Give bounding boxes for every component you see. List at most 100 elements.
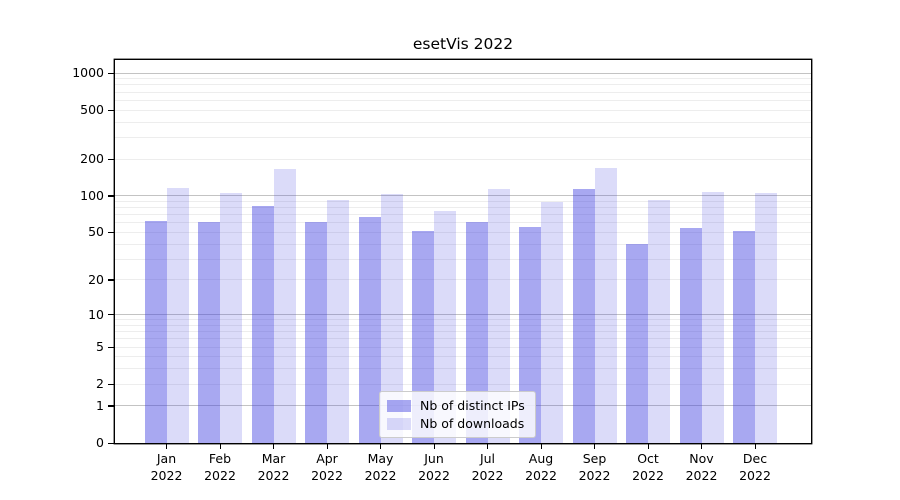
bar-nb-of-downloads-dec: [755, 193, 777, 443]
x-axis-tick: [219, 444, 221, 449]
bar-nb-of-downloads-aug: [541, 201, 563, 443]
x-axis-tick-label: May 2022: [364, 451, 397, 483]
minor-gridline: [115, 324, 811, 326]
bar-nb-of-distinct-ips-jun: [412, 231, 434, 443]
minor-gridline: [115, 331, 811, 333]
y-axis-tick-label: 1000: [72, 65, 104, 81]
x-axis-tick: [380, 444, 382, 449]
x-axis-tick: [647, 444, 649, 449]
x-axis-tick: [701, 444, 703, 449]
y-axis-tick-label: 5: [96, 339, 104, 355]
y-axis-tick: [108, 405, 114, 407]
minor-gridline: [115, 243, 811, 245]
bar-nb-of-downloads-apr: [327, 200, 349, 443]
y-axis-tick: [108, 346, 114, 348]
bar-nb-of-distinct-ips-may: [358, 217, 381, 443]
major-gridline: [115, 314, 811, 316]
minor-gridline: [115, 258, 811, 260]
legend: Nb of distinct IPs Nb of downloads: [379, 391, 536, 438]
minor-gridline: [115, 383, 811, 385]
y-axis-tick-label: 0: [96, 435, 104, 450]
y-axis-tick-label: 50: [88, 224, 104, 240]
y-axis-tick: [108, 442, 114, 444]
minor-gridline: [115, 214, 811, 216]
x-axis-tick-label: Apr 2022: [311, 451, 343, 483]
x-axis-tick-label: Jun 2022: [418, 451, 450, 483]
bar-nb-of-downloads-jun: [434, 211, 456, 443]
x-axis-tick-label: Sep 2022: [578, 451, 611, 483]
minor-gridline: [115, 200, 811, 202]
minor-gridline: [115, 231, 811, 233]
legend-label: Nb of downloads: [420, 416, 525, 431]
minor-gridline: [115, 222, 811, 224]
bar-nb-of-distinct-ips-mar: [251, 206, 274, 443]
x-axis-tick-label: Nov 2022: [685, 451, 718, 483]
legend-label: Nb of distinct IPs: [420, 398, 525, 413]
y-axis-tick: [108, 314, 114, 316]
minor-gridline: [115, 368, 811, 370]
y-axis-tick-label: 500: [80, 102, 104, 118]
bar-nb-of-distinct-ips-feb: [198, 222, 220, 443]
y-axis-tick: [108, 109, 114, 111]
x-axis-tick: [326, 444, 328, 449]
y-axis-tick-label: 20: [88, 271, 104, 287]
bar-nb-of-distinct-ips-jan: [144, 221, 167, 443]
y-axis-tick-label: 100: [80, 187, 104, 203]
x-axis-tick-label: Oct 2022: [632, 451, 664, 483]
bar-nb-of-distinct-ips-aug: [519, 227, 541, 443]
minor-gridline: [115, 346, 811, 348]
x-axis-tick: [273, 444, 275, 449]
x-axis-tick: [754, 444, 756, 449]
legend-swatch-nb-of-distinct-ips: [387, 399, 411, 412]
y-axis-tick: [108, 279, 114, 281]
y-axis-tick: [108, 231, 114, 234]
minor-gridline: [115, 99, 811, 101]
bar-nb-of-downloads-jan: [166, 187, 189, 443]
y-axis-tick-label: 1: [96, 397, 104, 413]
major-gridline: [115, 72, 811, 74]
legend-item-nb-of-downloads: Nb of downloads: [387, 416, 525, 431]
x-axis-tick-label: Jul 2022: [471, 451, 504, 483]
bar-nb-of-downloads-oct: [648, 199, 670, 443]
bar-nb-of-downloads-nov: [701, 192, 724, 443]
x-axis-tick: [594, 444, 596, 449]
minor-gridline: [115, 136, 811, 138]
x-axis-tick: [166, 444, 168, 449]
major-gridline: [115, 195, 811, 197]
y-axis-tick: [108, 383, 114, 385]
minor-gridline: [115, 279, 811, 281]
y-axis-tick: [108, 195, 114, 197]
bar-nb-of-distinct-ips-dec: [733, 231, 755, 443]
bar-nb-of-distinct-ips-sep: [572, 188, 595, 443]
chart-title: esetVis 2022: [412, 35, 514, 53]
minor-gridline: [115, 338, 811, 340]
x-axis-tick-label: Feb 2022: [204, 451, 236, 483]
x-axis-tick: [540, 444, 542, 449]
minor-gridline: [115, 121, 811, 123]
x-axis-tick-label: Jan 2022: [150, 451, 183, 483]
minor-gridline: [115, 109, 811, 111]
y-axis-tick: [108, 72, 114, 74]
plot-area: Nb of distinct IPs Nb of downloads: [115, 60, 811, 443]
minor-gridline: [115, 78, 811, 80]
y-axis-tick: [108, 158, 114, 160]
bar-nb-of-downloads-mar: [273, 169, 296, 443]
bar-nb-of-downloads-jul: [487, 188, 510, 443]
bar-nb-of-distinct-ips-oct: [626, 244, 648, 443]
legend-item-nb-of-distinct-ips: Nb of distinct IPs: [387, 398, 525, 413]
minor-gridline: [115, 207, 811, 209]
bar-nb-of-downloads-sep: [594, 167, 617, 443]
x-axis-tick-label: Aug 2022: [525, 451, 557, 483]
x-axis-tick-label: Mar 2022: [257, 451, 290, 483]
minor-gridline: [115, 84, 811, 86]
bar-nb-of-distinct-ips-apr: [305, 222, 327, 443]
x-axis-tick: [433, 444, 435, 449]
bar-nb-of-downloads-may: [380, 194, 403, 443]
minor-gridline: [115, 319, 811, 321]
x-axis-tick-label: Dec 2022: [739, 451, 771, 483]
y-axis-tick-label: 10: [88, 306, 104, 322]
minor-gridline: [115, 158, 811, 160]
bar-nb-of-distinct-ips-jul: [465, 222, 488, 443]
legend-swatch-nb-of-downloads: [387, 417, 411, 430]
